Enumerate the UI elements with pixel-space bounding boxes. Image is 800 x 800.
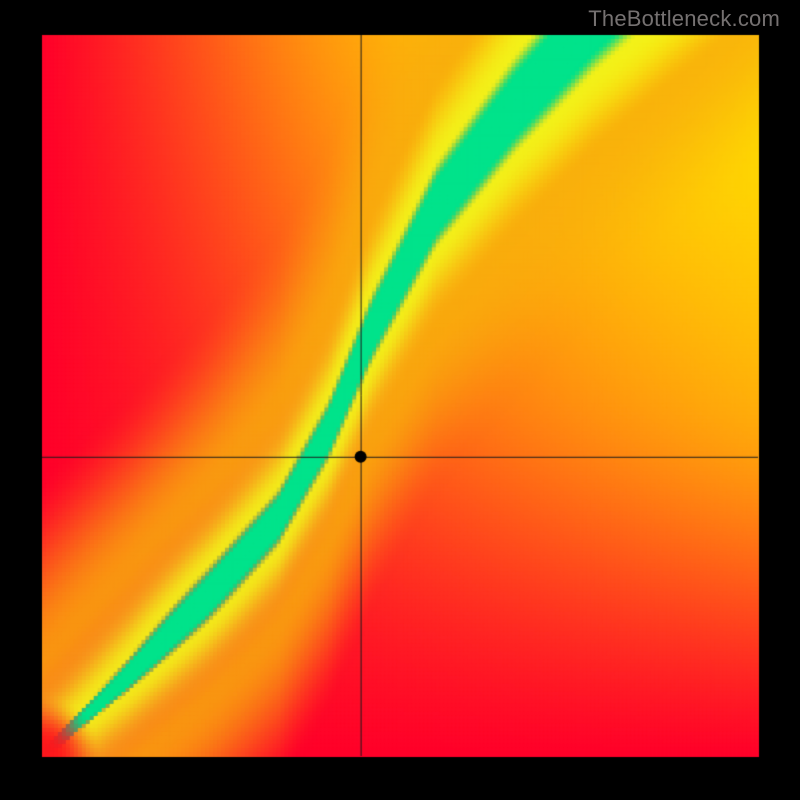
chart-container: TheBottleneck.com [0, 0, 800, 800]
heatmap-canvas [0, 0, 800, 800]
watermark-text: TheBottleneck.com [588, 6, 780, 32]
